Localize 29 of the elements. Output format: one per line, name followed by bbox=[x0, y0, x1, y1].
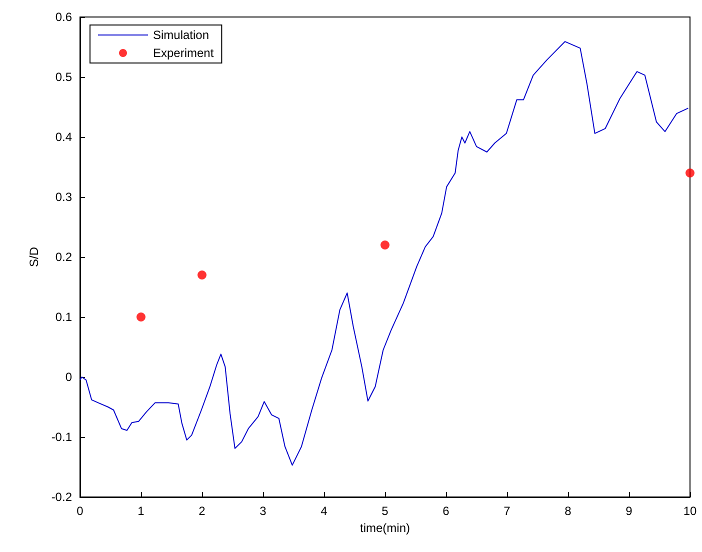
x-tick-label: 1 bbox=[138, 504, 145, 518]
x-tick-label: 8 bbox=[564, 504, 572, 518]
y-tick-label: -0.1 bbox=[51, 430, 72, 444]
point bbox=[686, 168, 694, 178]
line-series bbox=[80, 41, 689, 466]
point bbox=[136, 312, 146, 322]
y-tick-label: 0.3 bbox=[55, 190, 72, 204]
legend-label: Experiment bbox=[153, 46, 214, 60]
x-tick-label: 4 bbox=[320, 504, 328, 518]
x-tick-label: 2 bbox=[198, 504, 206, 518]
x-tick-label: 9 bbox=[626, 504, 633, 518]
x-tick-label: 3 bbox=[260, 504, 267, 518]
y-tick-label: 0.4 bbox=[55, 130, 72, 144]
legend-label: Simulation bbox=[153, 28, 210, 42]
y-tick-label: 0 bbox=[65, 370, 72, 384]
y-tick-label: -0.2 bbox=[51, 490, 72, 504]
y-tick-label: 0.5 bbox=[55, 70, 72, 84]
x-tick-label: 0 bbox=[76, 504, 84, 518]
x-axis-title: time(min) bbox=[360, 520, 410, 535]
y-tick-label: 0.1 bbox=[55, 310, 72, 324]
x-tick-label: 6 bbox=[442, 504, 450, 518]
x-tick-label: 10 bbox=[683, 504, 697, 518]
y-tick-label: 0.2 bbox=[55, 250, 72, 264]
point bbox=[198, 270, 206, 280]
x-tick-label: 7 bbox=[504, 504, 511, 518]
point bbox=[380, 240, 390, 250]
y-tick-label: 0.6 bbox=[55, 10, 72, 24]
x-tick-label: 5 bbox=[382, 504, 389, 518]
y-axis-title: S/D bbox=[27, 246, 41, 268]
